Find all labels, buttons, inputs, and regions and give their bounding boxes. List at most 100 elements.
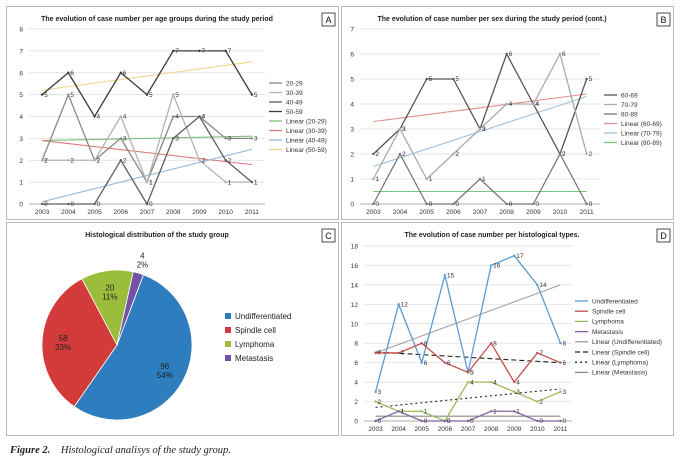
data-label: 4 <box>97 114 101 121</box>
y-tick-label: 12 <box>351 302 359 309</box>
trendline-linear-60-69 <box>373 93 587 123</box>
pie-slice-undifferentiated <box>73 274 193 421</box>
data-label: 3 <box>516 389 520 396</box>
data-label: 6 <box>509 51 513 58</box>
data-label: 1 <box>516 408 520 415</box>
data-point <box>250 93 254 96</box>
pie-value-label: 96 <box>160 362 169 371</box>
data-label: 6 <box>424 360 428 367</box>
data-point <box>558 52 562 56</box>
data-point <box>466 371 470 374</box>
x-tick-label: 2008 <box>166 209 181 216</box>
pie-percent-label: 11% <box>102 292 117 301</box>
data-label: 4 <box>535 101 539 108</box>
data-label: 0 <box>535 201 539 208</box>
data-point <box>452 77 455 81</box>
data-point <box>224 159 227 162</box>
y-tick-label: 0 <box>19 202 23 209</box>
data-label: 7 <box>175 48 179 55</box>
data-label: 2 <box>123 157 127 164</box>
panel-letter-frame <box>656 228 671 243</box>
data-point <box>420 419 423 423</box>
chart-svg-d: The evolution of case number per histolo… <box>351 228 671 433</box>
data-point <box>397 303 400 306</box>
data-point <box>93 115 96 118</box>
series-lymphoma: 2 1 1 0 4 4 3 2 3 <box>374 379 566 425</box>
data-label: 4 <box>123 114 127 121</box>
x-tick-label: 2003 <box>366 209 381 216</box>
data-label: 2 <box>455 151 459 158</box>
chart-panel-histological-types: The evolution of case number per histolo… <box>341 222 674 436</box>
pie-value-label: 58 <box>59 334 68 343</box>
data-label: 2 <box>402 151 406 158</box>
data-point <box>536 351 539 355</box>
data-label: 3 <box>402 126 406 133</box>
x-tick-label: 2005 <box>87 209 102 216</box>
data-point <box>93 202 96 206</box>
panel-letter-frame <box>656 12 671 27</box>
data-point <box>536 400 539 403</box>
data-point <box>425 177 428 181</box>
data-point <box>532 202 535 206</box>
y-tick-label: 6 <box>19 70 23 77</box>
trendline-linear-lymphoma <box>375 388 561 408</box>
series-line-70-79 <box>372 52 588 181</box>
legend-label: Linear (Lymphoma) <box>592 360 648 367</box>
data-label: 1 <box>482 176 486 183</box>
x-tick-label: 2005 <box>415 426 430 433</box>
data-label: 2 <box>375 151 379 158</box>
data-label: 0 <box>509 201 513 208</box>
data-point <box>397 351 400 355</box>
data-point <box>145 180 149 184</box>
panel-letter-box: D <box>656 228 671 243</box>
x-tick-label: 2010 <box>218 209 233 216</box>
chart-panel-age-groups: The evolution of case number per age gro… <box>6 6 339 220</box>
chart-panel-histological-distribution: Histological distribution of the study g… <box>6 222 339 436</box>
data-label: 8 <box>562 340 566 347</box>
data-point <box>67 159 70 162</box>
data-point <box>513 390 516 394</box>
panel-letter-frame <box>321 228 336 243</box>
legend-label: Undifferentiated <box>592 298 638 305</box>
data-label: 0 <box>455 201 459 208</box>
x-tick-label: 2006 <box>446 209 461 216</box>
data-label: 1 <box>493 408 497 415</box>
y-tick-label: 0 <box>350 202 354 209</box>
data-point <box>585 152 588 156</box>
data-label: 4 <box>175 114 179 121</box>
data-label: 0 <box>562 418 566 425</box>
x-tick-label: 2011 <box>245 209 259 216</box>
data-point <box>172 93 175 96</box>
x-tick-label: 2003 <box>368 426 383 433</box>
data-point <box>374 390 377 394</box>
chart-title: Histological distribution of the study g… <box>85 232 229 239</box>
legend-label: Linear (Spindle cell) <box>592 349 649 356</box>
data-point <box>250 180 254 184</box>
series-spindle-cell: 7 7 8 6 5 8 4 7 6 <box>374 340 566 386</box>
data-label: 3 <box>482 126 486 133</box>
legend-label: 80-89 <box>621 111 638 118</box>
data-point <box>145 93 149 96</box>
x-tick-label: 2009 <box>507 426 522 433</box>
data-label: 0 <box>149 201 153 208</box>
data-label: 5 <box>470 370 474 377</box>
data-point <box>425 202 428 206</box>
chart-title: The evolution of case number per sex dur… <box>377 16 606 23</box>
data-label: 1 <box>375 176 379 183</box>
data-label: 3 <box>123 136 127 143</box>
legend-label: 50-59 <box>286 109 303 116</box>
data-label: 5 <box>254 92 258 99</box>
legend-label: 40-49 <box>286 99 303 106</box>
legend-swatch <box>225 341 231 347</box>
data-label: 14 <box>539 282 547 289</box>
data-label: 6 <box>123 70 127 77</box>
data-point <box>198 159 201 162</box>
y-tick-label: 0 <box>354 419 358 426</box>
pie-value-label: 4 <box>140 252 145 261</box>
data-point <box>489 380 493 384</box>
data-point <box>452 202 455 206</box>
data-label: 5 <box>149 92 153 99</box>
data-label: 2 <box>539 399 543 406</box>
data-point <box>452 152 455 156</box>
data-label: 3 <box>562 389 566 396</box>
